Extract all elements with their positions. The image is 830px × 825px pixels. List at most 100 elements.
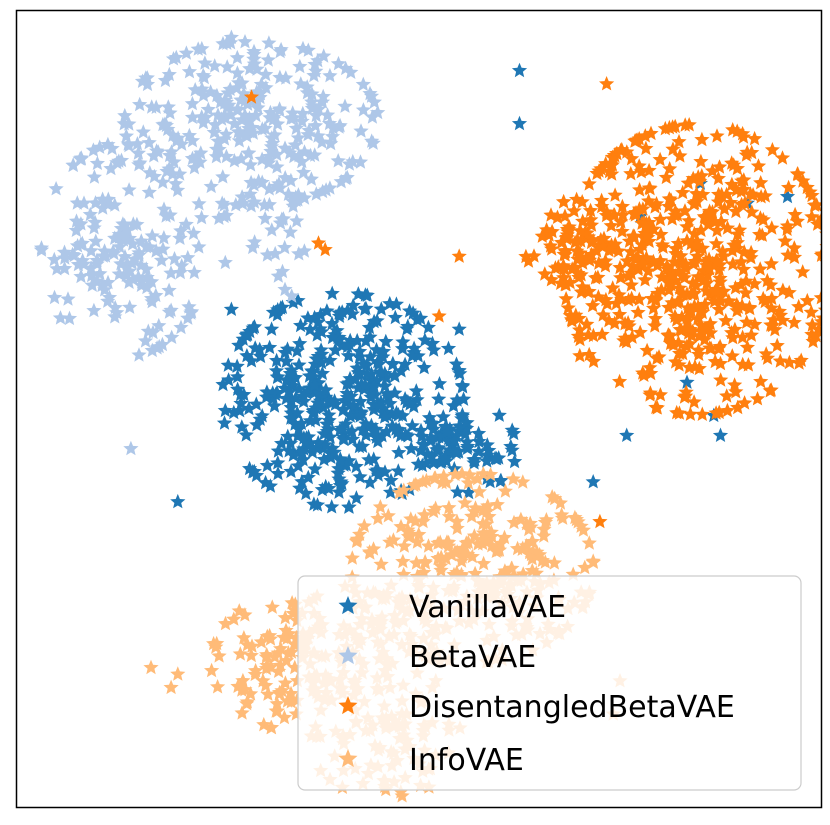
data-point bbox=[411, 526, 427, 542]
data-point bbox=[352, 408, 368, 423]
data-point bbox=[317, 241, 333, 257]
data-point bbox=[70, 256, 86, 272]
data-point bbox=[362, 329, 378, 344]
data-point bbox=[362, 545, 378, 560]
data-point bbox=[246, 46, 262, 61]
data-point bbox=[543, 207, 559, 222]
data-point bbox=[819, 231, 821, 234]
data-point bbox=[322, 352, 338, 368]
data-point bbox=[679, 320, 695, 335]
data-point bbox=[344, 306, 360, 321]
data-point bbox=[239, 348, 255, 363]
data-point bbox=[271, 686, 287, 701]
data-point bbox=[445, 398, 462, 413]
data-point bbox=[813, 290, 821, 305]
data-point bbox=[355, 102, 371, 117]
data-point bbox=[309, 327, 325, 342]
data-point bbox=[690, 311, 706, 326]
data-point bbox=[270, 443, 286, 458]
data-point bbox=[372, 499, 388, 514]
data-point bbox=[413, 422, 429, 438]
legend: VanillaVAE BetaVAE DisentangledBetaVAE I… bbox=[297, 575, 802, 791]
data-point bbox=[688, 237, 704, 253]
data-point bbox=[274, 435, 290, 451]
data-point bbox=[700, 216, 716, 232]
data-point bbox=[789, 213, 805, 228]
data-point bbox=[511, 115, 528, 131]
data-point bbox=[279, 630, 295, 645]
data-point bbox=[712, 355, 729, 371]
data-point bbox=[599, 296, 615, 311]
data-point bbox=[671, 293, 687, 308]
data-point bbox=[653, 226, 669, 242]
data-point bbox=[570, 328, 586, 343]
data-point bbox=[334, 475, 350, 491]
data-point bbox=[104, 140, 120, 156]
data-point bbox=[269, 178, 285, 193]
data-point bbox=[181, 127, 197, 143]
data-point bbox=[217, 402, 233, 418]
data-point bbox=[449, 520, 465, 535]
data-point bbox=[220, 357, 236, 372]
data-point bbox=[288, 120, 304, 135]
data-point bbox=[247, 234, 263, 249]
data-point bbox=[637, 218, 654, 234]
data-point bbox=[163, 679, 179, 695]
data-point bbox=[719, 388, 735, 403]
data-point bbox=[393, 784, 409, 799]
data-point bbox=[370, 433, 386, 449]
legend-label-betavae: BetaVAE bbox=[409, 640, 536, 675]
data-point bbox=[697, 210, 713, 225]
data-point bbox=[732, 222, 748, 237]
data-point bbox=[229, 49, 245, 65]
data-point bbox=[184, 95, 200, 111]
data-point bbox=[272, 69, 288, 85]
data-point bbox=[257, 120, 273, 136]
data-point bbox=[269, 695, 285, 711]
data-point bbox=[366, 401, 382, 417]
data-point bbox=[679, 313, 696, 328]
data-point bbox=[246, 319, 263, 334]
data-point bbox=[686, 285, 703, 301]
data-point bbox=[451, 248, 467, 263]
data-point bbox=[217, 254, 233, 270]
data-point bbox=[326, 444, 342, 459]
data-point bbox=[190, 41, 206, 56]
data-point bbox=[585, 474, 601, 489]
data-point bbox=[583, 234, 600, 250]
data-point bbox=[162, 105, 178, 120]
data-point bbox=[291, 357, 307, 372]
legend-box bbox=[297, 575, 802, 791]
data-point bbox=[272, 657, 288, 672]
data-point bbox=[730, 299, 746, 314]
data-point bbox=[582, 202, 599, 218]
data-point bbox=[709, 222, 725, 238]
legend-label-disentangledbetavae: DisentangledBetaVAE bbox=[409, 690, 735, 725]
data-point bbox=[131, 347, 147, 362]
data-point bbox=[121, 263, 138, 278]
data-point bbox=[173, 319, 189, 335]
data-point bbox=[283, 463, 299, 479]
data-point bbox=[613, 214, 629, 229]
data-point bbox=[451, 363, 467, 378]
data-point bbox=[310, 395, 326, 410]
data-point bbox=[607, 315, 623, 330]
data-point bbox=[506, 425, 522, 441]
data-point bbox=[73, 151, 89, 166]
data-point bbox=[387, 309, 403, 325]
data-point bbox=[454, 377, 470, 393]
data-point bbox=[373, 556, 389, 571]
data-point bbox=[296, 243, 312, 258]
data-point bbox=[153, 252, 170, 267]
data-point bbox=[122, 299, 138, 314]
data-point bbox=[710, 170, 726, 186]
data-point bbox=[86, 169, 102, 184]
data-point bbox=[725, 329, 741, 345]
data-point bbox=[447, 432, 463, 448]
data-point bbox=[359, 287, 375, 302]
data-point bbox=[282, 365, 298, 381]
data-point bbox=[610, 243, 627, 258]
data-point bbox=[160, 99, 176, 114]
data-point bbox=[631, 131, 647, 146]
data-point bbox=[270, 455, 286, 470]
